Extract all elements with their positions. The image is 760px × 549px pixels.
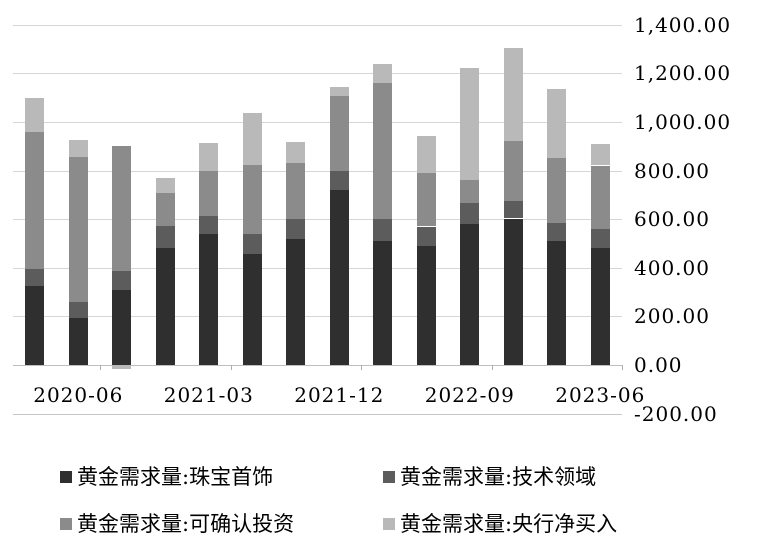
bar-segment <box>416 136 436 174</box>
bar-segment <box>590 143 610 166</box>
bar-segment <box>68 301 88 318</box>
x-axis-label: 2021-03 <box>163 383 254 407</box>
x-axis-label: 2020-06 <box>33 383 124 407</box>
gridline <box>13 413 622 415</box>
bar-segment <box>68 140 88 158</box>
x-axis-label: 2021-12 <box>294 383 385 407</box>
y-axis-label: 1,200.00 <box>634 61 732 86</box>
bar-segment <box>25 268 45 286</box>
gridline <box>13 73 622 75</box>
y-axis-label: 1,000.00 <box>634 110 732 134</box>
gridline <box>13 267 622 269</box>
bar-segment <box>503 200 523 219</box>
bar-segment <box>155 247 175 365</box>
legend-label: 黄金需求量:央行净买入 <box>400 512 618 536</box>
legend-label: 黄金需求量:技术领域 <box>400 465 597 489</box>
bar-segment <box>460 223 480 365</box>
legend-swatch <box>383 518 395 530</box>
legend-label: 黄金需求量:可确认投资 <box>77 512 295 536</box>
legend-item: 黄金需求量:珠宝首饰 <box>60 464 273 490</box>
bar-segment <box>286 163 306 220</box>
bar-segment <box>547 241 567 365</box>
bar-segment <box>373 218 393 242</box>
bar-segment <box>373 83 393 219</box>
bar-segment <box>460 67 480 181</box>
gridline <box>13 170 622 172</box>
bar-segment <box>590 229 610 248</box>
bar-segment <box>25 286 45 365</box>
bar-segment <box>199 215 219 235</box>
bar-segment <box>112 365 132 369</box>
y-axis-label: 600.00 <box>634 207 710 232</box>
bar-segment <box>329 96 349 171</box>
bar-segment <box>416 173 436 227</box>
legend-swatch <box>60 471 72 483</box>
bar-segment <box>547 157 567 223</box>
gridline <box>13 316 622 318</box>
bar-segment <box>416 226 436 246</box>
bar-segment <box>242 254 262 365</box>
x-axis-tick <box>361 365 362 370</box>
legend-item: 黄金需求量:央行净买入 <box>383 511 617 537</box>
gridline <box>13 24 622 26</box>
bar-segment <box>590 247 610 365</box>
y-axis-label: 200.00 <box>634 304 710 329</box>
bar-segment <box>155 178 175 193</box>
bar-segment <box>460 180 480 204</box>
bar-segment <box>329 170 349 190</box>
bar-segment <box>199 234 219 365</box>
bar-segment <box>547 88 567 158</box>
bar-segment <box>590 165 610 230</box>
bar-segment <box>112 289 132 365</box>
y-axis-label: -200.00 <box>634 401 718 426</box>
bar-segment <box>199 170 219 216</box>
legend-item: 黄金需求量:可确认投资 <box>60 511 294 537</box>
y-axis-label: 400.00 <box>634 255 710 280</box>
bar-segment <box>242 234 262 255</box>
gridline <box>13 219 622 221</box>
x-axis-tick <box>491 365 493 370</box>
legend-swatch <box>60 518 72 530</box>
bar-segment <box>155 192 175 226</box>
x-axis-line <box>13 365 622 366</box>
bar-segment <box>242 164 262 235</box>
bar-segment <box>503 218 523 365</box>
bar-segment <box>329 86 349 96</box>
x-axis-tick <box>230 365 232 370</box>
bar-segment <box>199 142 219 171</box>
bar-segment <box>68 157 88 302</box>
bar-segment <box>68 317 88 365</box>
x-axis-label: 2023-06 <box>555 383 646 407</box>
y-axis-label: 800.00 <box>634 158 710 183</box>
gridline <box>13 122 622 123</box>
bar-segment <box>329 190 349 365</box>
bar-segment <box>503 47 523 142</box>
bar-segment <box>112 146 132 272</box>
bar-segment <box>416 245 436 365</box>
x-axis-tick <box>622 365 623 370</box>
legend-label: 黄金需求量:珠宝首饰 <box>77 465 274 489</box>
bar-segment <box>460 203 480 224</box>
bar-segment <box>25 132 45 269</box>
bar-segment <box>547 222 567 242</box>
bar-segment <box>503 141 523 201</box>
legend-swatch <box>383 471 395 483</box>
bar-segment <box>286 219 306 240</box>
bar-segment <box>286 239 306 365</box>
legend-item: 黄金需求量:技术领域 <box>383 464 596 490</box>
bar-segment <box>286 142 306 164</box>
x-axis-label: 2022-09 <box>424 383 515 407</box>
bar-segment <box>155 225 175 248</box>
bar-segment <box>373 241 393 365</box>
bar-segment <box>112 271 132 290</box>
bar-segment <box>373 63 393 84</box>
x-axis-tick <box>100 365 101 370</box>
bar-segment <box>242 113 262 165</box>
bar-segment <box>25 97 45 132</box>
y-axis-label: 1,400.00 <box>634 12 732 37</box>
y-axis-label: 0.00 <box>634 353 683 377</box>
